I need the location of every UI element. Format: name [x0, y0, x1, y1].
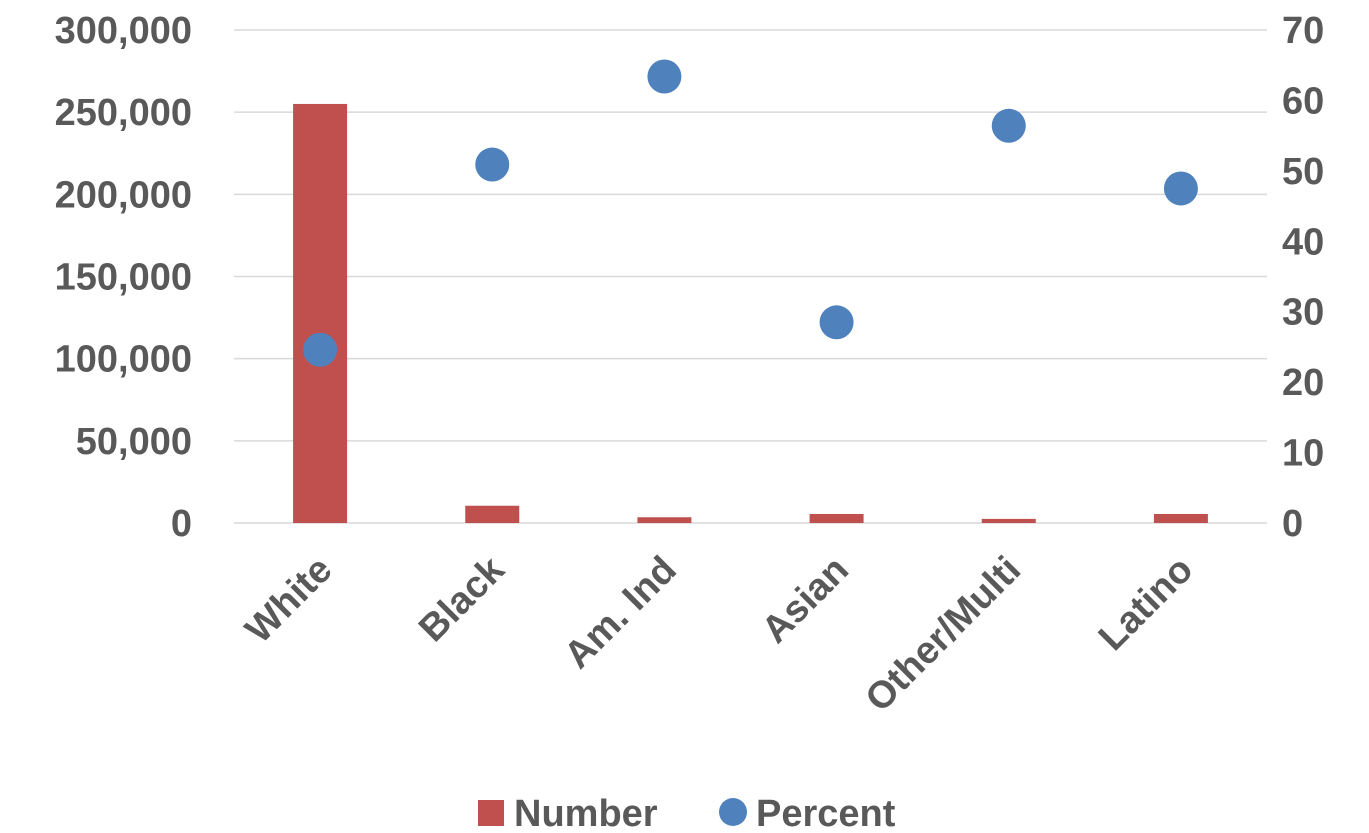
category-label: Asian — [754, 549, 857, 652]
category-label: Black — [411, 548, 513, 650]
right-tick-label: 30 — [1282, 292, 1324, 334]
bar-white — [293, 103, 348, 523]
legend-label-number: Number — [514, 793, 658, 833]
bar-am-ind — [637, 517, 692, 523]
bar-other-multi — [981, 518, 1036, 523]
legend-swatch-percent — [719, 798, 747, 826]
category-label: Other/Multi — [858, 549, 1030, 721]
left-axis-ticks: 0 50,000 100,000 150,000 200,000 250,000 300,0… — [55, 10, 192, 545]
left-tick-label: 300,000 — [55, 10, 192, 52]
point-black — [475, 147, 510, 182]
right-tick-label: 20 — [1282, 362, 1324, 404]
right-tick-label: 0 — [1282, 503, 1303, 545]
right-tick-label: 10 — [1282, 433, 1324, 475]
left-tick-label: 100,000 — [55, 339, 192, 381]
legend: Number Percent — [478, 793, 896, 833]
point-other-multi — [991, 108, 1026, 143]
point-am-ind — [647, 59, 682, 94]
left-tick-label: 200,000 — [55, 174, 192, 216]
left-tick-label: 0 — [171, 503, 192, 545]
right-tick-label: 40 — [1282, 221, 1324, 263]
left-tick-label: 50,000 — [76, 421, 192, 463]
right-tick-label: 70 — [1282, 10, 1324, 52]
number-bars — [293, 103, 1208, 523]
bar-latino — [1153, 513, 1208, 523]
bar-asian — [809, 513, 864, 523]
point-white — [303, 332, 338, 367]
point-asian — [819, 305, 854, 340]
left-tick-label: 250,000 — [55, 92, 192, 134]
legend-swatch-number — [478, 800, 504, 826]
point-latino — [1163, 171, 1198, 206]
right-axis-ticks: 0 10 20 30 40 50 60 70 — [1282, 10, 1324, 545]
right-tick-label: 50 — [1282, 151, 1324, 193]
right-tick-label: 60 — [1282, 80, 1324, 122]
left-tick-label: 150,000 — [55, 257, 192, 299]
category-label: Am. Ind — [557, 549, 685, 677]
category-labels: White Black Am. Ind Asian Other/Multi Latino — [238, 548, 1202, 720]
gridlines — [234, 29, 1267, 524]
bar-black — [465, 505, 520, 523]
percent-points — [303, 59, 1198, 367]
category-label: Latino — [1091, 549, 1201, 659]
category-label: White — [238, 549, 341, 652]
legend-label-percent: Percent — [756, 793, 896, 833]
